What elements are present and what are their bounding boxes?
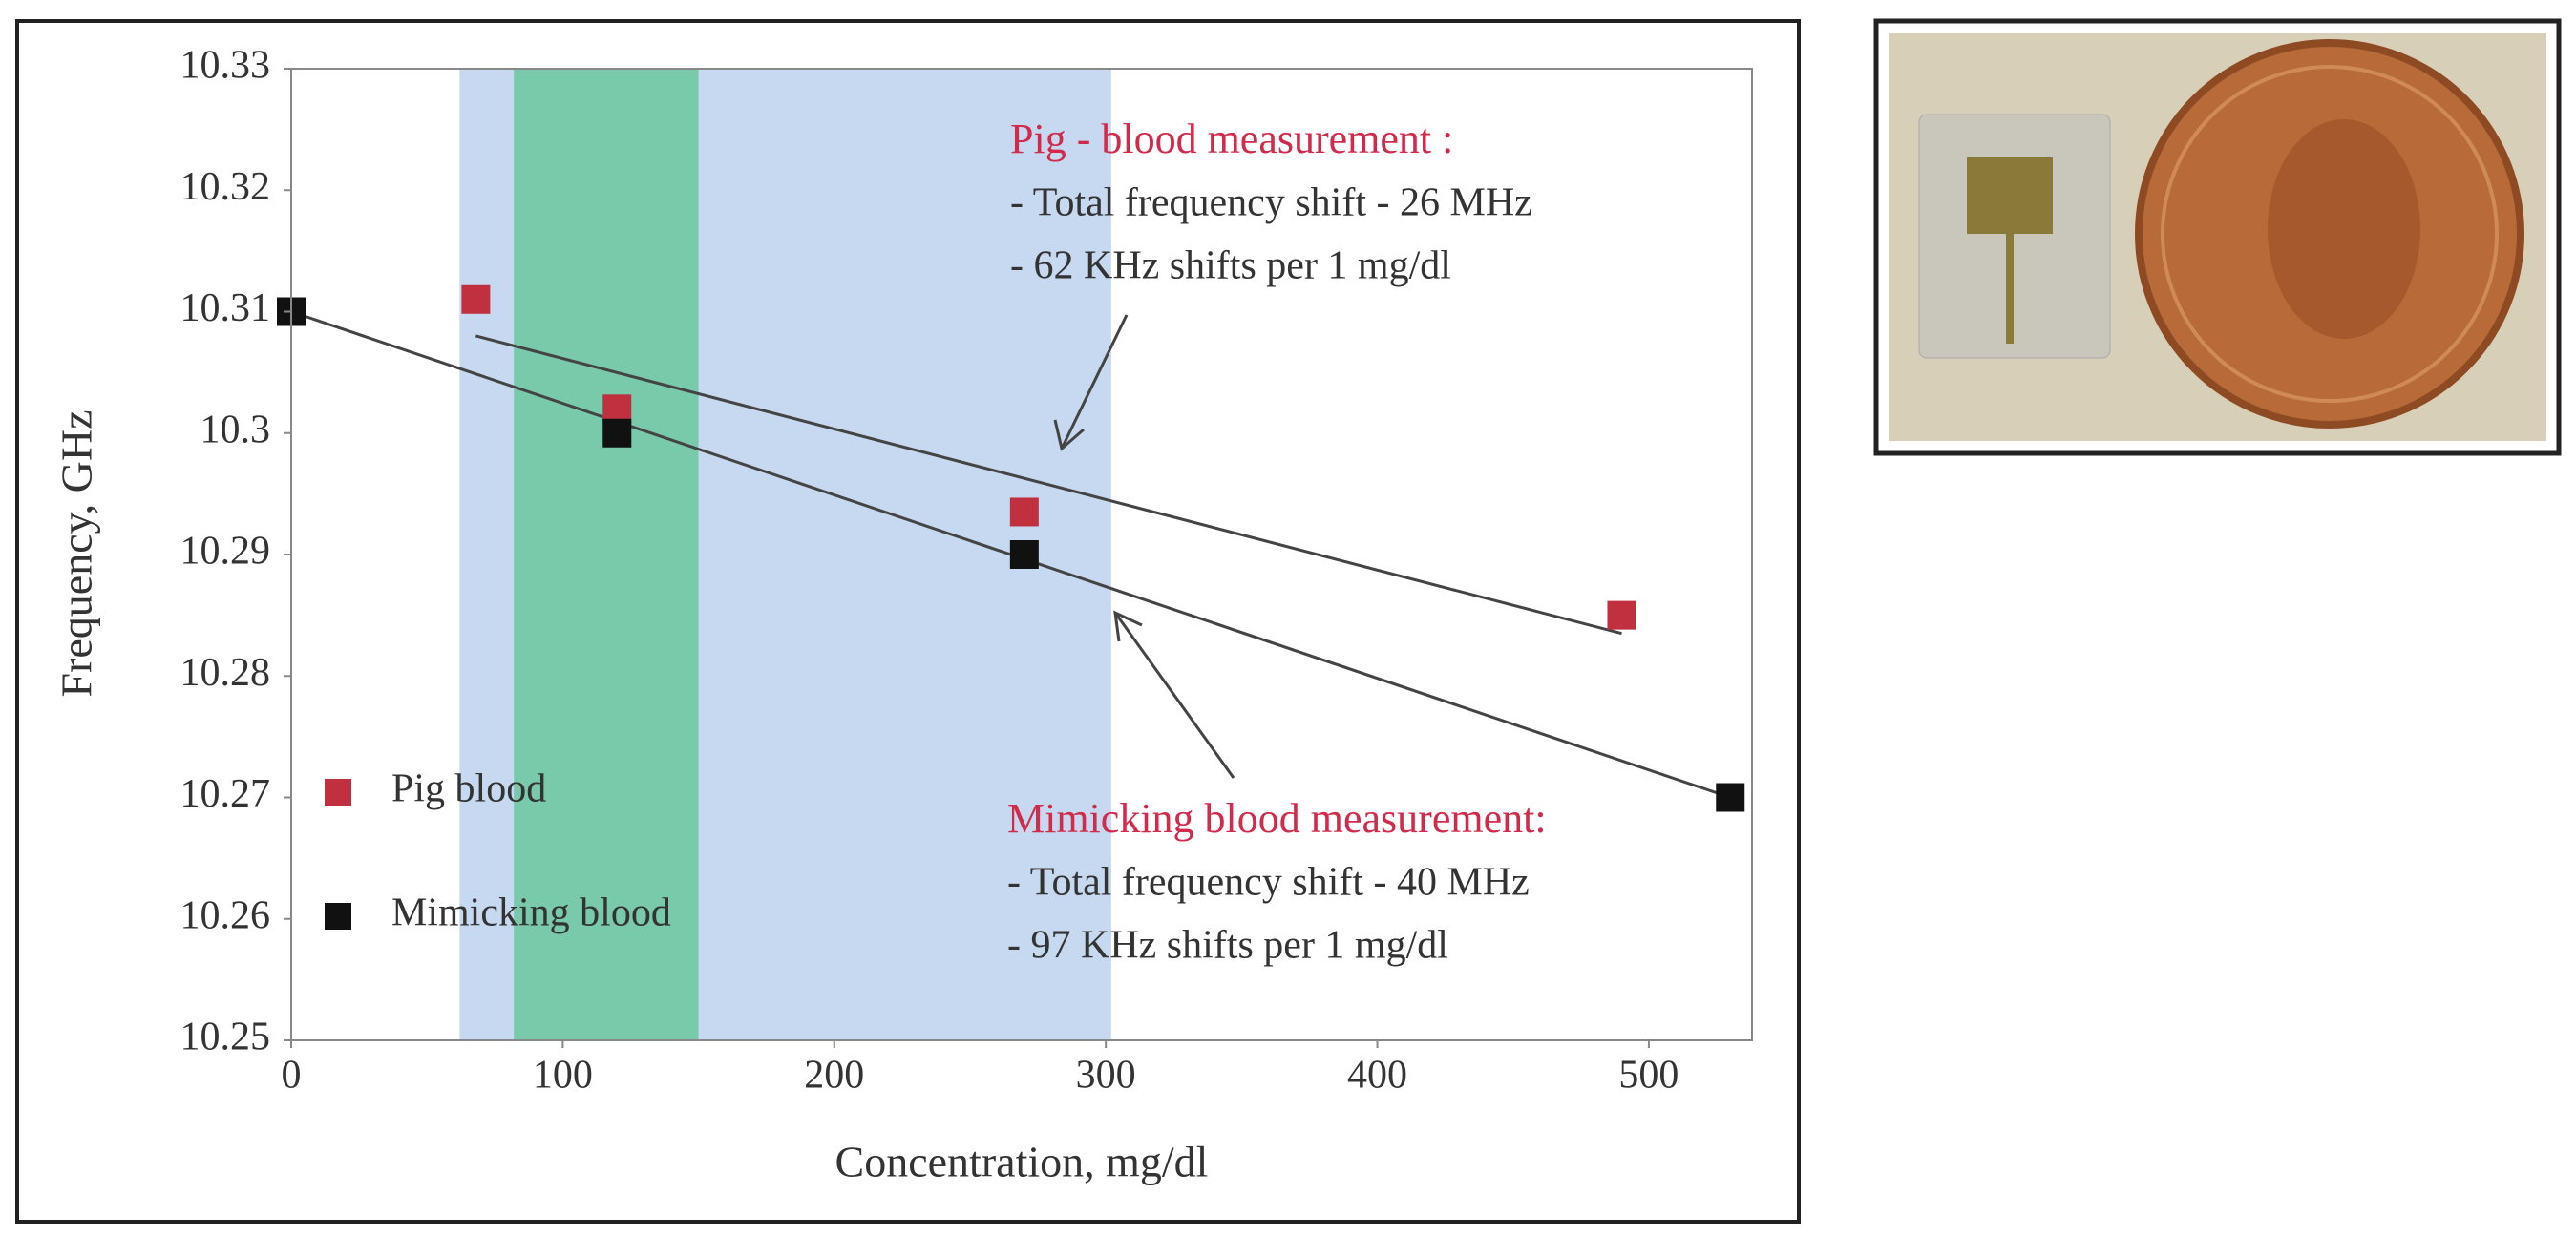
y-tick-label: 10.27 xyxy=(180,772,271,816)
annotation-line: - Total frequency shift - 40 MHz xyxy=(1007,861,1530,905)
photo xyxy=(1873,18,2562,456)
sensor-patch xyxy=(1967,157,2053,234)
x-tick-label: 0 xyxy=(282,1054,302,1098)
y-tick-label: 10.33 xyxy=(180,44,271,88)
arrow xyxy=(1060,314,1129,450)
data-point xyxy=(1607,600,1636,630)
x-tick-label: 300 xyxy=(1076,1054,1136,1098)
x-tick-label: 100 xyxy=(533,1054,593,1098)
x-tick-label: 400 xyxy=(1347,1054,1407,1098)
arrow-head xyxy=(1053,419,1085,451)
x-tick-label: 200 xyxy=(804,1054,864,1098)
annotation-line: - Total frequency shift - 26 MHz xyxy=(1010,181,1532,225)
legend-swatch xyxy=(325,779,351,806)
coin-portrait xyxy=(2268,119,2420,339)
annotation-title: Pig - blood measurement : xyxy=(1010,115,1453,162)
arrow-head xyxy=(1113,610,1143,642)
arrow xyxy=(1113,612,1235,779)
annotation-title: Mimicking blood measurement: xyxy=(1007,795,1547,842)
y-tick-label: 10.31 xyxy=(180,286,271,330)
y-tick-label: 10.32 xyxy=(180,165,271,209)
y-tick-label: 10.3 xyxy=(201,408,271,451)
trend-line xyxy=(475,334,1622,636)
coin-rim xyxy=(2161,65,2499,403)
data-point xyxy=(461,284,491,314)
data-point xyxy=(1716,783,1745,812)
sensor-chip xyxy=(1918,114,2111,359)
y-tick-label: 10.29 xyxy=(180,530,271,574)
arrows xyxy=(1053,314,1235,779)
data-point xyxy=(602,418,632,448)
y-tick-label: 10.26 xyxy=(180,893,271,937)
y-axis-title: Frequency, GHz xyxy=(53,409,101,697)
annotation-line: - 62 KHz shifts per 1 mg/dl xyxy=(1010,244,1451,288)
y-tick-label: 10.25 xyxy=(180,1016,271,1059)
data-point xyxy=(1009,540,1039,569)
y-tick-label: 10.28 xyxy=(180,651,271,695)
sensor-feed xyxy=(2006,234,2014,344)
shaded-region xyxy=(514,69,699,1040)
annotation-line: - 97 KHz shifts per 1 mg/dl xyxy=(1007,924,1448,968)
x-axis-title: Concentration, mg/dl xyxy=(835,1138,1209,1186)
x-tick-label: 500 xyxy=(1618,1054,1679,1098)
legend-swatch xyxy=(325,903,351,930)
legend-label: Pig blood xyxy=(391,767,546,811)
legend-label: Mimicking blood xyxy=(391,891,671,935)
data-point xyxy=(602,394,632,424)
data-point xyxy=(1009,497,1039,527)
